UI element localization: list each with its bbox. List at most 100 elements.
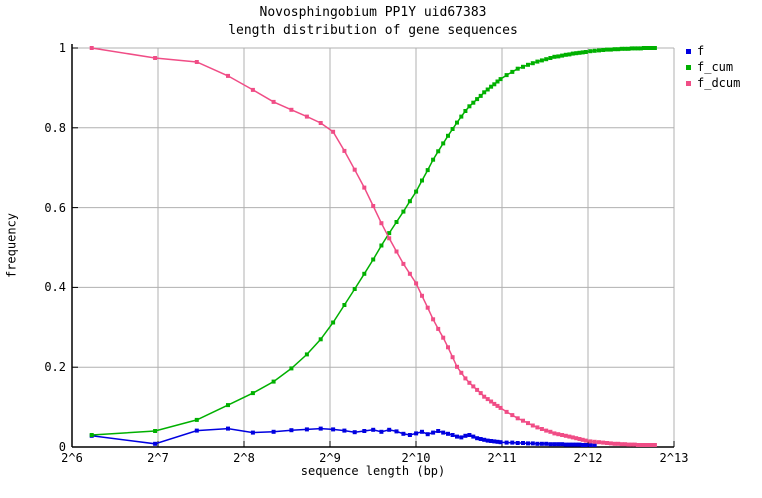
data-point-f_cum (463, 109, 468, 113)
data-point-f_dcum (394, 249, 399, 254)
chart-subtitle: length distribution of gene sequences (228, 23, 518, 38)
data-point-f (342, 428, 347, 433)
data-point-f (379, 429, 384, 434)
data-point-f_cum (526, 62, 530, 67)
series-line-f_dcum (91, 47, 655, 446)
data-point-f (552, 442, 557, 447)
data-point-f_dcum (463, 376, 468, 381)
data-point-f_dcum (271, 99, 276, 104)
data-point-f_cum (588, 49, 593, 54)
data-point-f (194, 428, 199, 433)
data-point-f_cum (89, 433, 94, 437)
data-point-f_cum (650, 46, 655, 50)
data-point-f (459, 435, 464, 440)
data-point-f_cum (331, 320, 336, 325)
data-point-f_dcum (489, 399, 494, 404)
data-point-f_cum (226, 403, 230, 408)
data-point-f_dcum (629, 442, 634, 447)
data-point-f_dcum (194, 60, 199, 64)
data-point-f_dcum (459, 370, 464, 375)
data-point-f (304, 427, 309, 432)
data-point-f_cum (379, 243, 384, 248)
data-point-f_dcum (510, 413, 515, 418)
data-point-f (153, 441, 158, 446)
data-point-f_cum (342, 303, 347, 307)
data-point-f (485, 438, 490, 443)
data-point-f_cum (194, 417, 199, 422)
data-point-f_cum (471, 100, 476, 105)
data-point-f (510, 440, 515, 445)
data-point-f_cum (153, 429, 158, 433)
legend-label: f_cum (697, 60, 734, 74)
data-point-f_cum (580, 50, 585, 55)
data-point-f (563, 442, 568, 447)
x-tick-label: 2^12 (573, 451, 603, 465)
data-point-f (446, 431, 450, 436)
data-point-f_dcum (401, 261, 406, 266)
data-point-f (521, 441, 525, 445)
x-tick-label: 2^10 (401, 451, 431, 465)
data-point-f_dcum (450, 355, 455, 360)
data-point-f (420, 429, 424, 434)
data-point-f (580, 443, 585, 447)
data-point-f (250, 430, 255, 435)
data-point-f_cum (455, 120, 459, 125)
data-point-f_dcum (612, 441, 617, 446)
data-point-f (570, 442, 575, 447)
data-point-f_dcum (342, 148, 347, 153)
data-point-f_dcum (641, 443, 646, 447)
data-point-f_dcum (89, 46, 94, 50)
data-point-f_dcum (521, 418, 525, 423)
data-point-f (567, 442, 572, 447)
data-point-f (371, 427, 376, 432)
data-point-f_dcum (371, 204, 376, 208)
data-point-f_cum (407, 199, 412, 204)
data-point-f_dcum (605, 441, 609, 445)
x-tick-label: 2^11 (487, 451, 517, 465)
data-point-f_dcum (644, 443, 649, 447)
data-point-f_dcum (471, 384, 476, 389)
data-point-f (556, 442, 561, 447)
data-point-f_dcum (498, 405, 503, 410)
data-point-f_dcum (570, 435, 575, 440)
series-marker-icon (686, 48, 691, 54)
data-point-f_cum (495, 79, 500, 84)
data-point-f_dcum (436, 326, 441, 331)
legend-item-f-dcum: f_dcum (680, 75, 740, 91)
data-point-f_dcum (548, 429, 553, 434)
data-point-f_dcum (475, 387, 480, 392)
data-point-f (467, 433, 472, 437)
data-point-f_cum (441, 141, 446, 146)
data-point-f_dcum (478, 391, 483, 396)
data-point-f (331, 427, 336, 432)
chart-title: Novosphingobium PP1Y uid67383 (259, 5, 487, 20)
data-point-f_cum (401, 209, 406, 214)
data-point-f_cum (250, 391, 255, 396)
data-point-f_cum (544, 57, 549, 62)
data-point-f_cum (436, 149, 441, 154)
data-point-f_dcum (650, 443, 655, 447)
data-point-f_dcum (504, 409, 509, 414)
data-point-f_cum (371, 257, 376, 262)
data-point-f_cum (601, 48, 606, 52)
data-point-f_dcum (583, 438, 588, 443)
data-point-f (463, 433, 468, 438)
data-point-f_cum (515, 66, 520, 71)
data-point-f (414, 431, 419, 436)
data-point-f_dcum (626, 442, 631, 447)
data-point-f_dcum (563, 433, 568, 438)
data-point-f_dcum (289, 107, 294, 112)
data-point-f (504, 440, 509, 445)
data-point-f_cum (577, 50, 582, 55)
data-point-f_cum (414, 189, 419, 194)
data-point-f (548, 442, 553, 447)
data-point-f_cum (304, 352, 309, 357)
data-point-f_cum (362, 271, 367, 276)
data-point-f_dcum (485, 397, 490, 402)
data-point-f_cum (530, 61, 535, 66)
x-tick-label: 2^7 (147, 451, 169, 465)
data-point-f_cum (352, 287, 357, 291)
data-point-f_cum (492, 82, 497, 87)
data-point-f_cum (605, 47, 609, 52)
